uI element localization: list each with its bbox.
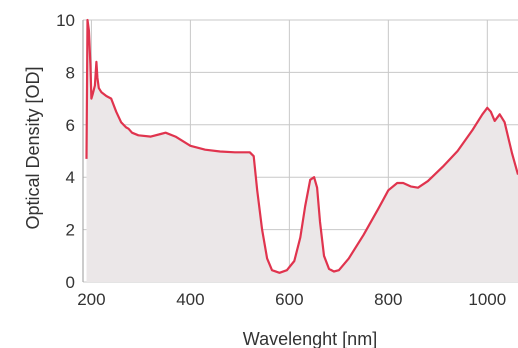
y-tick-labels: 0 2 4 6 8 10 [56,11,75,292]
x-tick-label: 200 [77,290,105,309]
y-tick-label: 10 [56,11,75,30]
x-tick-label: 1000 [468,290,506,309]
y-tick-label: 0 [66,273,75,292]
series-area-fill [86,20,518,282]
y-tick-label: 8 [66,63,75,82]
y-tick-label: 2 [66,221,75,240]
x-tick-label: 400 [176,290,204,309]
series-line [85,18,518,274]
x-tick-label: 800 [374,290,402,309]
y-tick-label: 6 [66,116,75,135]
y-axis-label: Optical Density [OD] [23,66,43,229]
x-tick-label: 600 [275,290,303,309]
y-tick-label: 4 [66,168,75,187]
x-axis-label: Wavelenght [nm] [243,329,377,348]
x-tick-labels: 200 400 600 800 1000 [77,290,506,309]
